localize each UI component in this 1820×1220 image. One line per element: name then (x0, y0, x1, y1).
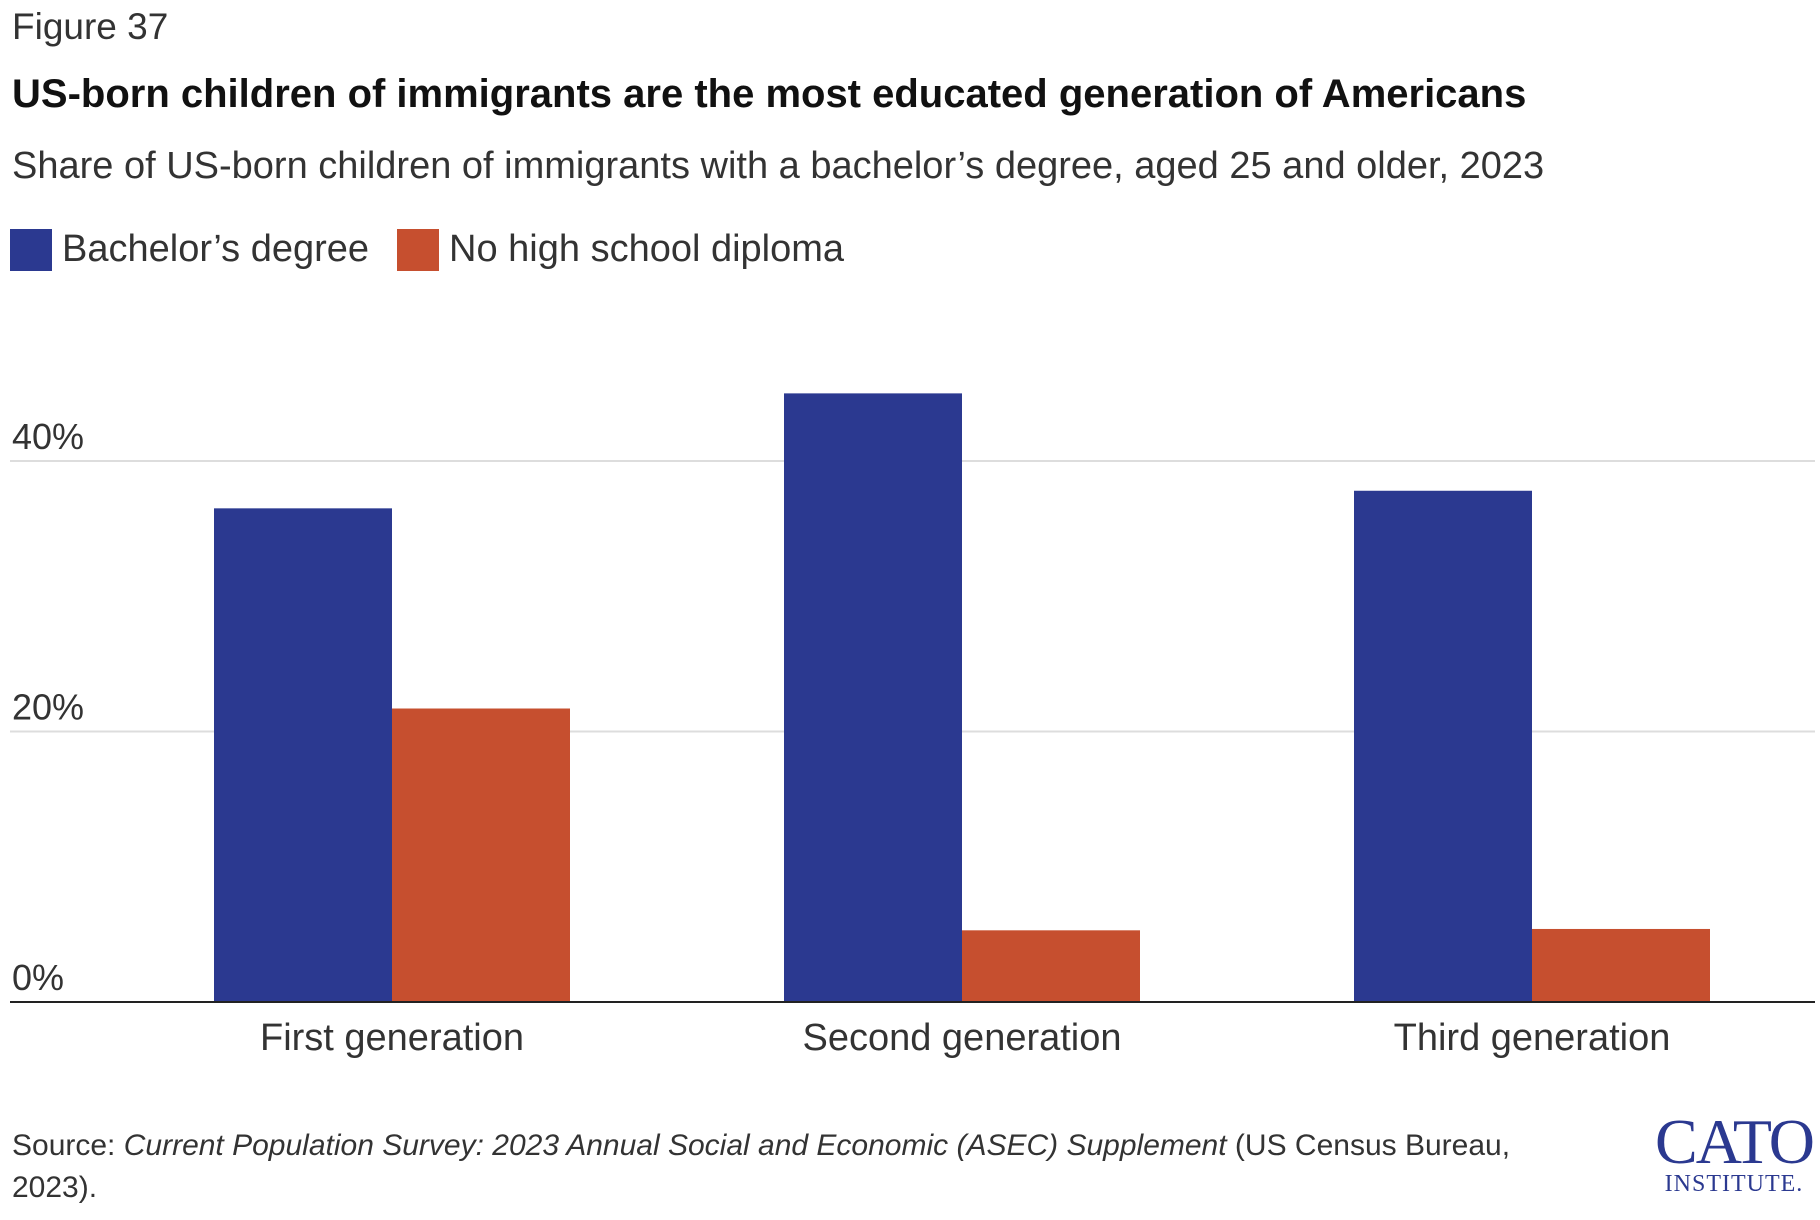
chart-legend: Bachelor’s degree No high school diploma (10, 228, 872, 271)
source-title: Current Population Survey: 2023 Annual S… (123, 1129, 1227, 1162)
logo-main-text: CATO (1655, 1106, 1815, 1177)
x-tick-label: First generation (260, 1017, 524, 1059)
figure-label: Figure 37 (12, 6, 169, 47)
source-suffix: (US Census Bureau, 2023). (12, 1129, 1511, 1204)
bar (962, 930, 1140, 1002)
chart-subtitle: Share of US-born children of immigrants … (12, 145, 1545, 187)
source-prefix: Source: (12, 1129, 124, 1162)
y-tick-label: 40% (12, 416, 84, 457)
bar (1354, 490, 1532, 1002)
y-tick-label: 0% (12, 957, 64, 998)
source-note: Source: Current Population Survey: 2023 … (12, 1125, 1592, 1209)
legend-swatch-bachelors (10, 228, 52, 271)
bar (214, 508, 392, 1002)
legend-item-bachelors: Bachelor’s degree (10, 228, 369, 271)
legend-item-no-diploma: No high school diploma (397, 228, 844, 271)
logo-sub-text: INSTITUTE. (1664, 1171, 1804, 1197)
bar (784, 393, 962, 1002)
legend-label-bachelors: Bachelor’s degree (62, 228, 370, 270)
legend-label-no-diploma: No high school diploma (449, 228, 845, 270)
cato-logo: CATO INSTITUTE. (1650, 1106, 1818, 1197)
x-tick-label: Second generation (802, 1017, 1121, 1059)
legend-swatch-no-diploma (397, 228, 440, 271)
x-tick-label: Third generation (1394, 1017, 1671, 1059)
y-tick-label: 20% (12, 687, 84, 728)
bar (1532, 928, 1710, 1002)
bar (392, 708, 570, 1002)
chart-title: US-born children of immigrants are the m… (12, 72, 1527, 116)
